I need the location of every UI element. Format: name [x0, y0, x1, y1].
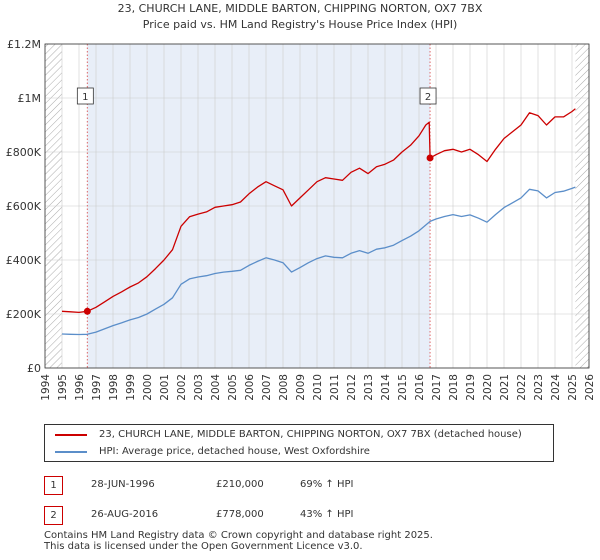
- legend-label-hpi: HPI: Average price, detached house, West…: [99, 446, 370, 457]
- x-tick-label: 1999: [125, 374, 137, 401]
- x-tick-label: 2001: [159, 374, 171, 401]
- x-tick-label: 2008: [278, 374, 290, 401]
- chart-title: 23, CHURCH LANE, MIDDLE BARTON, CHIPPING…: [118, 2, 483, 15]
- x-tick-label: 1996: [74, 374, 86, 401]
- chart-subtitle: Price paid vs. HM Land Registry's House …: [143, 18, 458, 31]
- transaction-price: £778,000: [216, 509, 264, 520]
- footer-copyright: Contains HM Land Registry data © Crown c…: [44, 530, 433, 541]
- sale-marker-label: 2: [425, 92, 431, 103]
- transaction-number-badge: 1: [44, 476, 63, 495]
- footer-license: This data is licensed under the Open Gov…: [44, 541, 363, 552]
- x-tick-label: 2018: [448, 374, 460, 401]
- x-tick-label: 2021: [499, 374, 511, 401]
- x-tick-label: 2007: [261, 374, 273, 401]
- x-tick-label: 2024: [550, 374, 562, 401]
- x-tick-label: 2014: [380, 374, 392, 401]
- x-tick-label: 2003: [193, 374, 205, 401]
- sale-point: [83, 307, 91, 315]
- y-tick-label: £800K: [6, 146, 42, 159]
- plot-border: [44, 43, 590, 369]
- x-tick-label: 2023: [533, 374, 545, 401]
- x-tick-label: 2002: [176, 374, 188, 401]
- legend-swatch-hpi: [55, 451, 87, 453]
- x-tick-label: 2011: [329, 374, 341, 401]
- sale-point: [426, 154, 434, 162]
- y-tick-label: £200K: [6, 308, 42, 321]
- transaction-row: 1 28-JUN-1996 £210,000 69% ↑ HPI: [44, 476, 584, 496]
- y-tick-label: £1M: [18, 92, 42, 105]
- x-tick-label: 1995: [57, 374, 69, 401]
- transaction-date: 26-AUG-2016: [91, 509, 159, 520]
- x-tick-label: 2017: [431, 374, 443, 401]
- x-tick-label: 2025: [567, 374, 579, 401]
- legend-swatch-price: [55, 434, 87, 436]
- x-tick-label: 2012: [346, 374, 358, 401]
- price-chart: 23, CHURCH LANE, MIDDLE BARTON, CHIPPING…: [6, 2, 596, 401]
- footer: Contains HM Land Registry data © Crown c…: [44, 530, 433, 552]
- hpi-series-line: [61, 186, 576, 336]
- y-tick-label: £600K: [6, 200, 42, 213]
- x-tick-label: 2016: [414, 374, 426, 401]
- x-tick-label: 1997: [91, 374, 103, 401]
- x-tick-label: 1994: [40, 374, 52, 401]
- x-tick-label: 2004: [210, 374, 222, 401]
- x-tick-label: 2000: [142, 374, 154, 401]
- x-tick-label: 2026: [584, 374, 596, 401]
- transaction-hpi-change: 43% ↑ HPI: [300, 509, 354, 520]
- transaction-row: 2 26-AUG-2016 £778,000 43% ↑ HPI: [44, 506, 584, 526]
- x-tick-label: 2010: [312, 374, 324, 401]
- sale-marker-box: [76, 87, 94, 105]
- transaction-hpi-change: 69% ↑ HPI: [300, 479, 354, 490]
- legend-label-price: 23, CHURCH LANE, MIDDLE BARTON, CHIPPING…: [99, 429, 522, 440]
- transaction-price: £210,000: [216, 479, 264, 490]
- x-tick-label: 2015: [397, 374, 409, 401]
- x-tick-label: 2013: [363, 374, 375, 401]
- transaction-date: 28-JUN-1996: [91, 479, 155, 490]
- y-tick-label: £1.2M: [7, 38, 41, 51]
- sale-marker-label: 1: [82, 92, 88, 103]
- chart-legend: 23, CHURCH LANE, MIDDLE BARTON, CHIPPING…: [44, 424, 554, 462]
- x-tick-label: 2006: [244, 374, 256, 401]
- x-tick-label: 1998: [108, 374, 120, 401]
- x-tick-label: 2005: [227, 374, 239, 401]
- x-tick-label: 2022: [516, 374, 528, 401]
- price-series-line: [61, 108, 576, 314]
- x-tick-label: 2019: [465, 374, 477, 401]
- sale-marker-box: [419, 87, 437, 105]
- x-tick-label: 2009: [295, 374, 307, 401]
- x-tick-label: 2020: [482, 374, 494, 401]
- y-tick-label: £400K: [6, 254, 42, 267]
- transaction-number-badge: 2: [44, 506, 63, 525]
- y-tick-label: £0: [27, 362, 41, 375]
